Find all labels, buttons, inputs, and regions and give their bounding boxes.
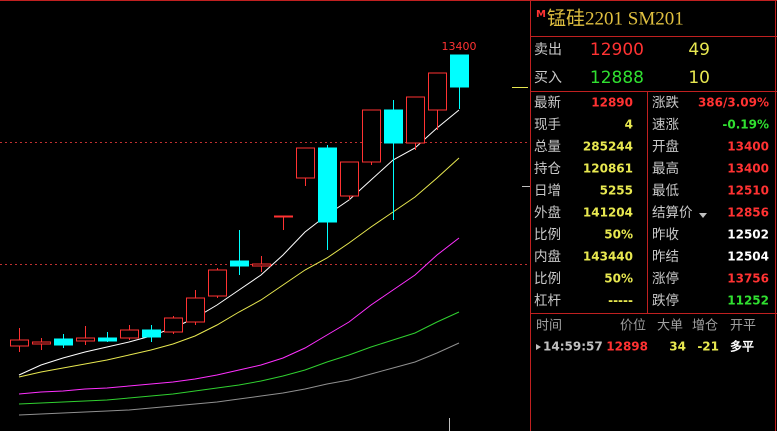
- candle-body: [318, 147, 337, 223]
- trade-header: 大单: [657, 319, 683, 334]
- candle-body: [340, 161, 359, 197]
- quote-label: 涨停: [652, 270, 679, 287]
- quote-label: 昨收: [652, 227, 680, 243]
- candle-body: [450, 54, 469, 88]
- quote-value: 12502: [727, 228, 769, 242]
- trade-cell: 多平: [730, 339, 754, 354]
- moving-average: [18, 237, 460, 395]
- quote-label: 最高: [652, 160, 679, 177]
- quote-label: 速涨: [652, 117, 680, 133]
- quote-value: 50%: [604, 228, 633, 242]
- candle-body: [362, 109, 381, 163]
- candle-body: [32, 341, 51, 345]
- trade-header: 价位: [620, 319, 646, 334]
- quote-value: 11252: [727, 294, 769, 308]
- trade-cell: 34: [669, 340, 686, 354]
- candle-body: [76, 337, 95, 342]
- moving-average: [18, 109, 460, 376]
- quote-value: 12890: [591, 96, 633, 110]
- trade-header: 时间: [536, 319, 562, 334]
- quote-value: 285244: [583, 140, 633, 154]
- candle-body: [142, 329, 161, 338]
- quote-label: 外盘: [534, 204, 561, 221]
- trade-cell: -21: [697, 340, 719, 354]
- candle-body: [10, 339, 29, 347]
- trade-header: 开平: [730, 319, 756, 334]
- quote-value: 120861: [583, 162, 633, 176]
- quote-value: 13400: [727, 162, 769, 176]
- annotation: 13400: [442, 40, 477, 53]
- quote-value: 12856: [727, 206, 769, 220]
- quote-label: 内盘: [534, 248, 561, 265]
- quote-label: 总量: [534, 139, 561, 155]
- quote-value: 141204: [583, 206, 633, 220]
- candle-body: [230, 260, 249, 267]
- row-marker: [536, 344, 541, 350]
- contract-title: 锰硅2201 SM201: [547, 7, 684, 29]
- moving-average: [18, 157, 460, 378]
- quote-label: 涨跌: [652, 95, 680, 111]
- quote-value: 12510: [727, 184, 769, 198]
- quote-label: 开盘: [652, 138, 679, 155]
- candle-body: [428, 72, 447, 111]
- quote-value: 12504: [727, 250, 769, 264]
- candle-body: [384, 109, 403, 144]
- trade-header: 增仓: [692, 319, 718, 334]
- side-price: 12900: [590, 40, 644, 60]
- candle-body: [98, 337, 117, 342]
- trade-cell: 14:59:57: [543, 340, 603, 354]
- candle-body: [296, 147, 315, 179]
- dropdown-icon[interactable]: [699, 213, 707, 218]
- candle-body: [274, 215, 293, 218]
- quote-label: 最低: [652, 183, 680, 199]
- quote-value: 13400: [727, 140, 769, 154]
- quote-label: 最新: [534, 95, 561, 111]
- candle-body: [406, 96, 425, 144]
- quote-label: 比例: [534, 271, 561, 287]
- moving-average: [18, 311, 460, 405]
- candle-body: [54, 338, 73, 346]
- quote-value: 143440: [583, 250, 633, 264]
- quote-label: 日增: [534, 183, 561, 199]
- moving-average: [18, 342, 460, 416]
- side-price: 12888: [590, 68, 644, 88]
- quote-label: 杠杆: [534, 293, 562, 309]
- trade-cell: 12898: [606, 340, 648, 354]
- quote-label: 结算价: [652, 205, 693, 221]
- flag: M: [536, 9, 546, 20]
- side-volume: 10: [688, 68, 710, 88]
- quote-value: -----: [608, 294, 633, 308]
- quote-value: 4: [625, 118, 633, 132]
- quote-value: 386/3.09%: [698, 96, 769, 110]
- side-volume: 49: [688, 40, 710, 60]
- quote-label: 现手: [534, 117, 561, 133]
- side-label: 卖出: [534, 42, 562, 58]
- quote-value: 50%: [604, 272, 633, 286]
- quote-label: 昨结: [652, 249, 679, 265]
- candle-body: [164, 317, 183, 333]
- quote-label: 跌停: [652, 292, 679, 309]
- quote-label: 比例: [534, 227, 561, 243]
- candle-body: [252, 263, 271, 267]
- side-label: 买入: [534, 70, 562, 86]
- candle-body: [120, 329, 139, 339]
- quote-value: 5255: [600, 184, 633, 198]
- quote-label: 持仓: [534, 161, 562, 177]
- quote-value: -0.19%: [722, 118, 769, 132]
- candle-body: [186, 297, 205, 323]
- quote-value: 13756: [727, 272, 769, 286]
- candle-body: [208, 269, 227, 297]
